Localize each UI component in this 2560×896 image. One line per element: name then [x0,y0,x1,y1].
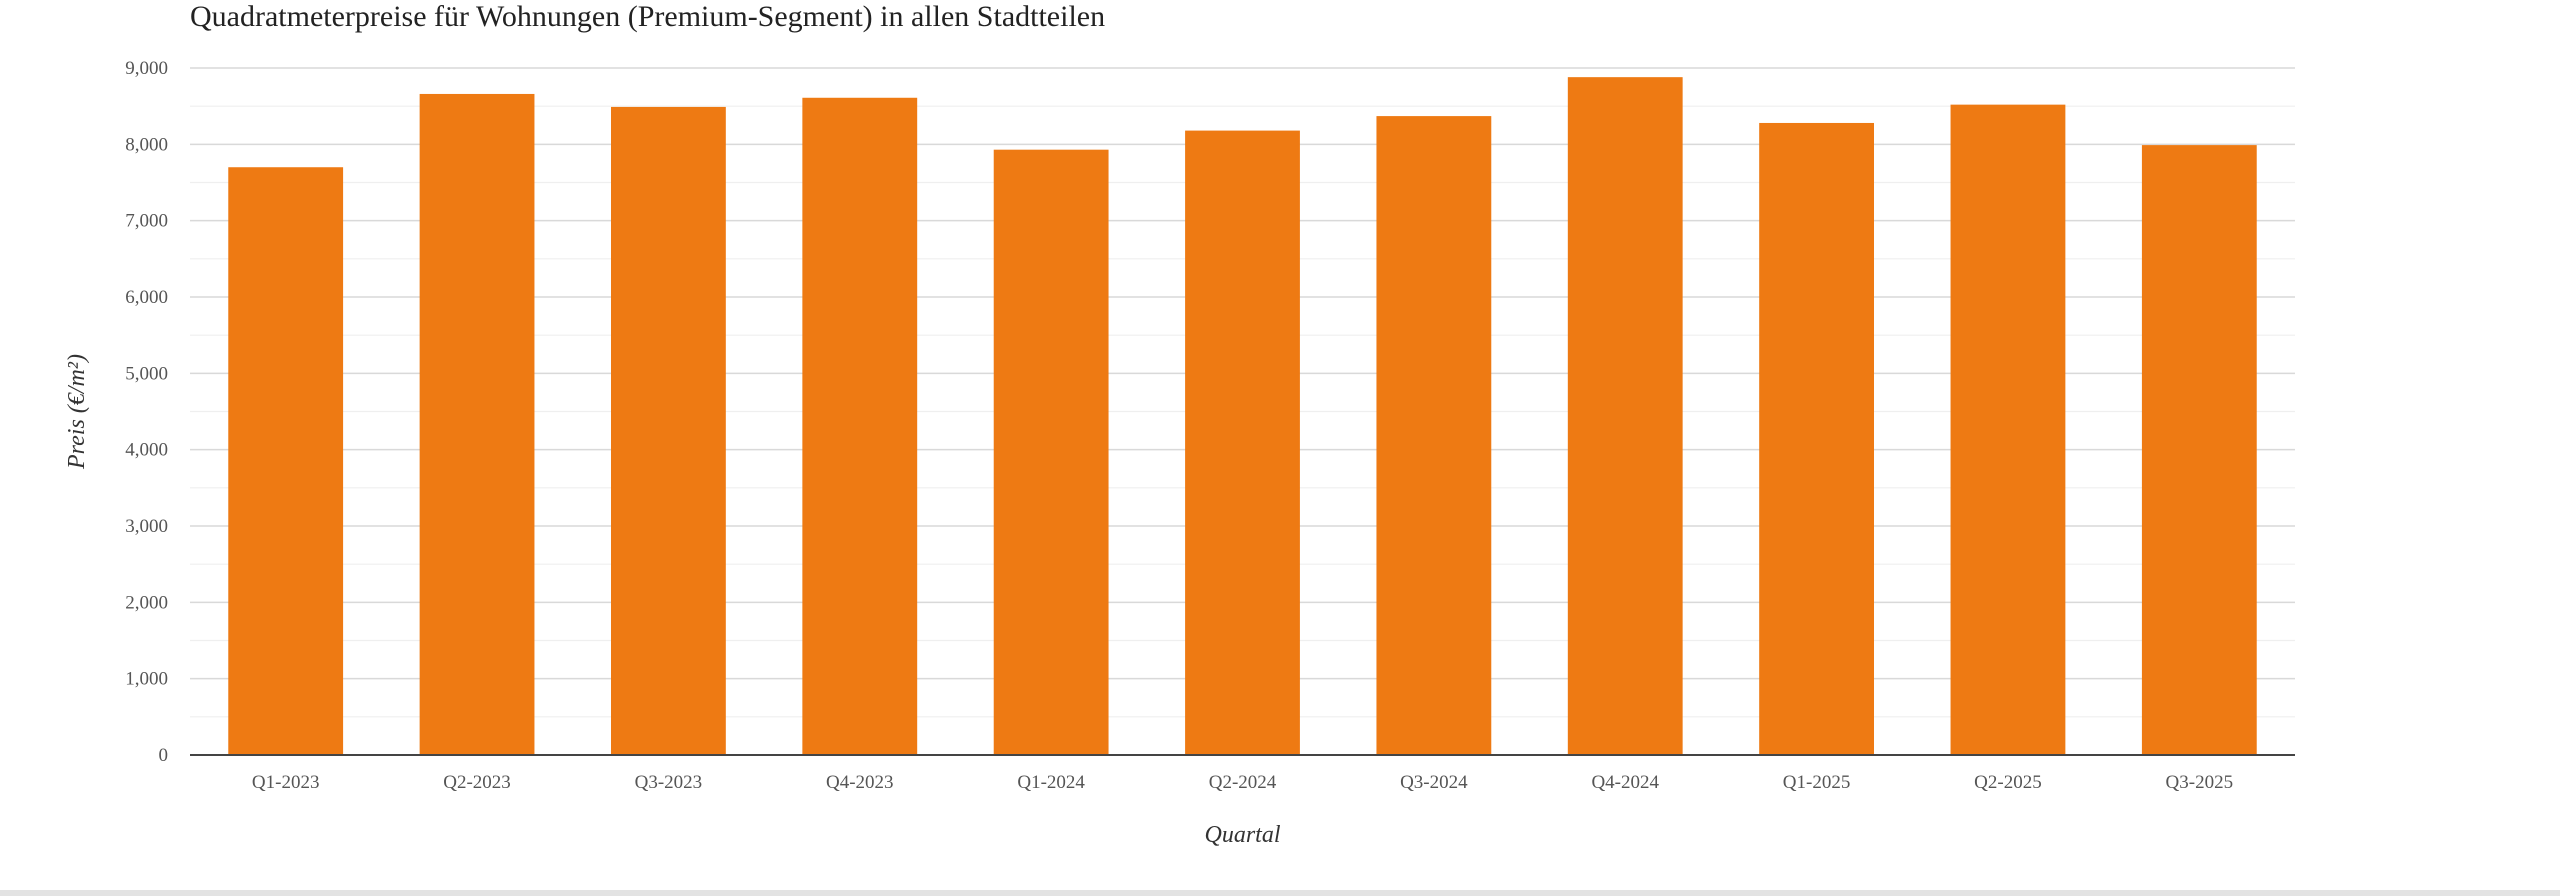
x-tick-label: Q1-2025 [1783,772,1851,793]
y-axis-ticks: 0 1,000 2,000 3,000 4,000 5,000 6,000 7,000 8,00… [125,58,168,766]
y-tick-label: 7,000 [125,211,168,232]
x-tick-label: Q1-2023 [252,772,320,793]
x-tick-label: Q2-2024 [1209,772,1277,793]
x-tick-label: Q3-2024 [1400,772,1468,793]
y-tick-label: 3,000 [125,516,168,537]
bottom-divider [0,890,2560,896]
bar-q3-2023 [611,106,726,756]
y-tick-label: 2,000 [125,592,168,613]
bar-q4-2023 [802,97,918,755]
x-tick-label: Q3-2023 [635,772,703,793]
chart-title: Quadratmeterpreise für Wohnungen (Premiu… [190,0,1105,33]
bar-q3-2025 [2141,145,2257,755]
y-tick-label: 0 [159,745,169,766]
x-axis-ticks: Q1-2023 Q2-2023 Q3-2023 Q4-2023 Q1-2024 Q2-20… [252,772,2233,793]
x-tick-label: Q4-2024 [1591,772,1659,793]
bar-q2-2024 [1185,130,1300,756]
x-tick-label: Q1-2024 [1017,772,1085,793]
y-tick-label: 5,000 [125,363,168,384]
x-tick-label: Q3-2025 [2166,772,2234,793]
bar-q4-2024 [1567,77,1683,755]
bar-q1-2025 [1759,122,1874,755]
y-tick-label: 9,000 [125,58,168,79]
y-tick-label: 4,000 [125,440,168,461]
x-axis-title: Quartal [1204,822,1280,848]
bar-q1-2024 [993,149,1109,756]
bar-q3-2024 [1376,116,1492,756]
x-tick-label: Q4-2023 [826,772,894,793]
y-tick-label: 1,000 [125,669,168,690]
y-tick-label: 6,000 [125,287,168,308]
bar-q2-2023 [419,93,535,756]
bar-q1-2023 [228,167,344,755]
bars [228,77,2257,756]
x-tick-label: Q2-2023 [443,772,511,793]
x-tick-label: Q2-2025 [1974,772,2042,793]
y-tick-label: 8,000 [125,134,168,155]
bar-q2-2025 [1950,104,2066,755]
y-axis-title: Preis (€/m²) [64,354,90,470]
